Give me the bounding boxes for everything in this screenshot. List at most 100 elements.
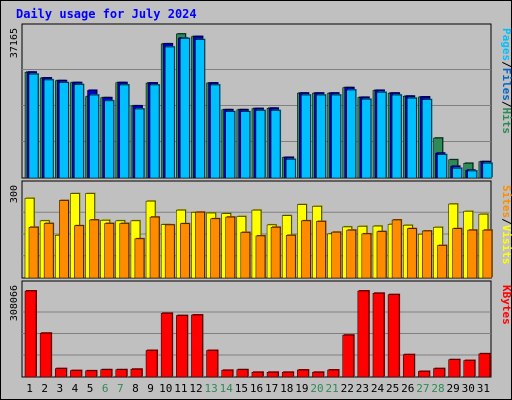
x-tick-label-17: 17 xyxy=(265,382,278,395)
bar-sites-day-14 xyxy=(225,216,235,279)
axis-label-part: / xyxy=(500,218,512,225)
bar-sites-day-11 xyxy=(180,223,190,279)
bar-kbytes-day-27 xyxy=(418,371,430,378)
bar-kbytes-day-30 xyxy=(463,360,475,378)
bar-pages-day-6 xyxy=(104,100,114,179)
bar-sites-day-26 xyxy=(406,228,417,279)
bar-kbytes-day-4 xyxy=(70,370,82,378)
x-tick-label-1: 1 xyxy=(26,382,33,395)
bar-pages-day-3 xyxy=(59,82,69,179)
bar-sites-day-29 xyxy=(452,228,462,279)
bar-sites-day-18 xyxy=(285,235,296,279)
x-tick-label-9: 9 xyxy=(147,382,154,395)
bar-pages-day-24 xyxy=(376,92,387,179)
bar-pages-day-12 xyxy=(195,39,205,179)
bar-sites-day-17 xyxy=(270,227,281,279)
x-tick-label-8: 8 xyxy=(132,382,139,395)
bar-pages-day-16 xyxy=(255,110,266,179)
bar-kbytes-day-8 xyxy=(130,368,143,378)
bar-sites-day-24 xyxy=(376,231,387,279)
bar-sites-day-6 xyxy=(104,223,114,279)
bar-sites-day-5 xyxy=(89,219,99,279)
x-tick-label-2: 2 xyxy=(41,382,48,395)
panel-2-axis-label: Sites/Visits xyxy=(500,185,512,265)
bar-kbytes-day-28 xyxy=(433,368,445,378)
bar-pages-day-30 xyxy=(467,170,477,179)
x-tick-label-31: 31 xyxy=(477,382,490,395)
bar-kbytes-day-5 xyxy=(85,370,97,378)
bar-pages-day-5 xyxy=(89,94,99,179)
bar-sites-day-10 xyxy=(164,224,175,279)
bar-kbytes-day-13 xyxy=(206,350,218,378)
axis-label-part: / xyxy=(500,101,512,108)
bar-pages-day-7 xyxy=(119,84,130,179)
bar-kbytes-day-22 xyxy=(342,334,354,378)
x-tick-label-13: 13 xyxy=(204,382,217,395)
bar-sites-day-8 xyxy=(134,238,145,279)
x-tick-label-6: 6 xyxy=(102,382,109,395)
x-tick-label-10: 10 xyxy=(159,382,172,395)
bar-sites-day-19 xyxy=(301,220,311,279)
bar-sites-day-16 xyxy=(255,235,266,279)
panel-1-axis-label: Pages/Files/Hits xyxy=(500,28,512,134)
bar-sites-day-15 xyxy=(240,232,251,279)
bar-pages-day-14 xyxy=(225,111,235,179)
bar-kbytes-day-3 xyxy=(55,368,67,378)
bar-kbytes-day-12 xyxy=(191,314,203,378)
x-tick-label-21: 21 xyxy=(326,382,339,395)
bar-sites-day-27 xyxy=(422,230,432,279)
bar-kbytes-day-23 xyxy=(357,290,370,378)
bar-sites-day-30 xyxy=(467,229,477,279)
x-tick-label-5: 5 xyxy=(87,382,94,395)
bar-kbytes-day-17 xyxy=(266,372,279,378)
panel-1-ymax-label: 37165 xyxy=(9,28,20,58)
axis-label-part: Files xyxy=(500,68,512,101)
bar-pages-day-1 xyxy=(28,73,39,179)
bar-kbytes-day-10 xyxy=(160,313,173,378)
panel-2-ymax-label: 300 xyxy=(9,185,20,203)
bar-kbytes-day-21 xyxy=(327,369,339,378)
x-tick-label-20: 20 xyxy=(310,382,323,395)
bar-sites-day-1 xyxy=(28,227,39,279)
x-tick-label-22: 22 xyxy=(341,382,354,395)
x-tick-label-16: 16 xyxy=(250,382,263,395)
bar-kbytes-day-11 xyxy=(176,315,188,378)
chart-title: Daily usage for July 2024 xyxy=(16,7,197,21)
bar-pages-day-9 xyxy=(149,84,160,179)
bar-kbytes-day-24 xyxy=(372,293,385,378)
bar-pages-day-10 xyxy=(164,46,175,179)
bar-sites-day-21 xyxy=(331,231,341,279)
bar-kbytes-day-15 xyxy=(236,369,249,378)
x-tick-label-18: 18 xyxy=(280,382,293,395)
bar-kbytes-day-7 xyxy=(115,369,128,378)
bar-kbytes-day-25 xyxy=(387,294,400,378)
x-tick-label-19: 19 xyxy=(295,382,308,395)
x-tick-label-30: 30 xyxy=(462,382,475,395)
bar-kbytes-day-2 xyxy=(39,332,52,378)
bar-kbytes-day-18 xyxy=(281,372,294,378)
bar-pages-day-22 xyxy=(346,89,356,179)
bar-sites-day-13 xyxy=(210,218,220,279)
bar-pages-day-23 xyxy=(361,99,372,179)
panel-3-axis-label: KBytes xyxy=(500,285,512,325)
bar-pages-day-21 xyxy=(331,94,341,179)
bar-pages-day-29 xyxy=(452,168,462,179)
bar-sites-day-20 xyxy=(316,221,326,279)
bar-sites-day-7 xyxy=(119,223,130,279)
panel-3-ymax-label: 308066 xyxy=(9,285,20,321)
x-tick-label-7: 7 xyxy=(117,382,124,395)
panel-3-frame xyxy=(21,280,492,378)
axis-label-part: KBytes xyxy=(500,285,512,325)
bar-pages-day-20 xyxy=(316,94,326,179)
x-tick-label-4: 4 xyxy=(72,382,79,395)
bar-sites-day-4 xyxy=(74,225,84,279)
bar-pages-day-28 xyxy=(437,154,447,179)
bar-kbytes-day-1 xyxy=(24,290,37,378)
x-tick-label-14: 14 xyxy=(220,382,234,395)
x-tick-label-23: 23 xyxy=(356,382,369,395)
axis-label-part: Sites xyxy=(500,185,512,218)
bar-pages-day-15 xyxy=(240,111,251,179)
bar-sites-day-9 xyxy=(149,216,160,279)
bar-kbytes-day-29 xyxy=(448,359,460,378)
